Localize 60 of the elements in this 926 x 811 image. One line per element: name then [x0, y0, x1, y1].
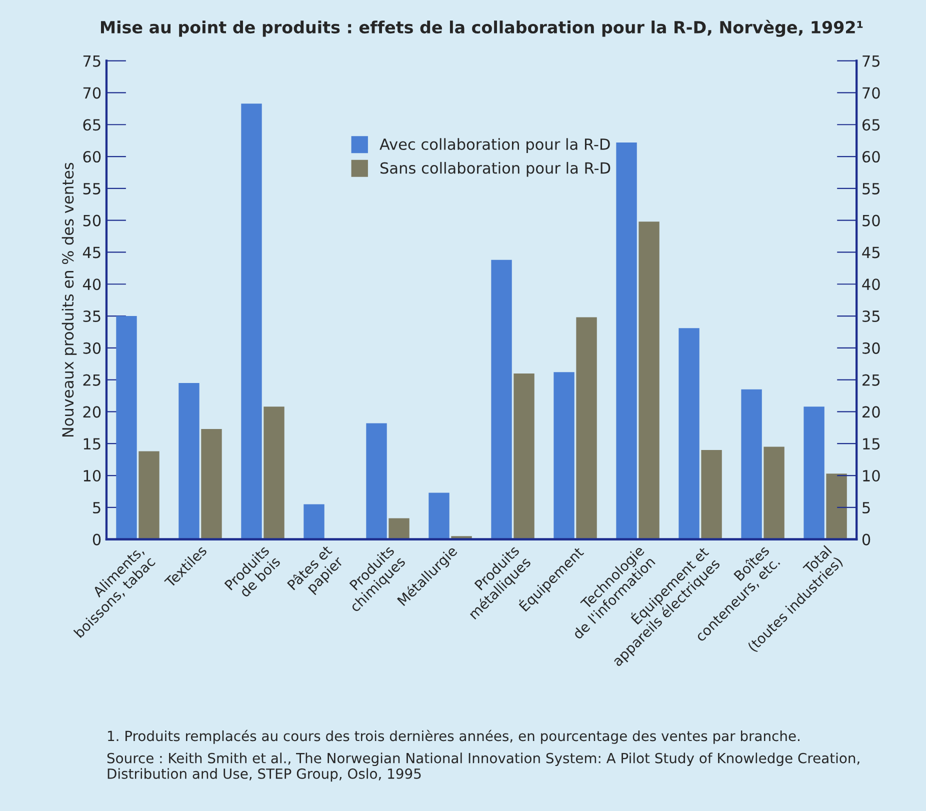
source-note: Source : Keith Smith et al., The Norwegian National Innovation System: A Pilot Study of Knowledge Creation, Distribution and Use, STEP Group, Oslo, 1995 — [107, 752, 860, 782]
bar — [638, 222, 660, 540]
bar — [576, 317, 597, 540]
bar — [804, 406, 824, 540]
bar — [428, 492, 450, 540]
y-tick-label: 40 — [82, 278, 101, 290]
bar — [138, 451, 160, 540]
bar — [826, 474, 847, 540]
bar — [388, 518, 410, 540]
y-tick-label: 65 — [83, 119, 100, 131]
bar — [741, 389, 762, 540]
y-tick-label: 70 — [83, 87, 101, 99]
y2-tick-label: 0 — [862, 534, 870, 546]
bar — [116, 316, 137, 540]
y2-tick-label: 15 — [863, 438, 880, 450]
y2-tick-label: 70 — [862, 87, 880, 99]
y2-tick-label: 45 — [862, 246, 880, 258]
y2-tick-label: 40 — [862, 278, 880, 290]
y2-tick-label: 60 — [862, 150, 880, 163]
bar — [701, 450, 722, 540]
y-tick-label: 0 — [92, 534, 101, 546]
bar — [241, 104, 262, 540]
y2-tick-label: 30 — [862, 342, 880, 354]
y-tick-label: 20 — [83, 406, 101, 418]
y2-tick-label: 50 — [862, 214, 880, 226]
bar — [616, 142, 637, 540]
y2-tick-label: 65 — [862, 119, 880, 131]
y-tick-label: 50 — [83, 214, 101, 226]
y2-tick-label: 55 — [862, 183, 880, 194]
y-tick-label: 10 — [84, 470, 101, 482]
legend-label: Avec collaboration pour la R-D — [380, 138, 610, 153]
y-tick-label: 35 — [83, 310, 100, 322]
y2-tick-label: 35 — [862, 310, 880, 322]
bar — [764, 446, 784, 540]
y-tick-label: 60 — [83, 150, 101, 163]
y-tick-label: 30 — [83, 342, 101, 354]
y-tick-label: 5 — [93, 502, 100, 514]
y2-tick-label: 5 — [862, 502, 870, 514]
y-tick-label: 75 — [83, 55, 100, 67]
legend-label: Sans collaboration pour la R-D — [380, 162, 610, 177]
y2-tick-label: 75 — [862, 55, 880, 67]
bar — [304, 504, 324, 540]
bar — [201, 428, 222, 540]
y-tick-label: 55 — [83, 183, 100, 194]
bar — [491, 260, 512, 540]
bar — [264, 406, 284, 540]
bar — [554, 372, 574, 540]
bar — [178, 383, 200, 540]
text: 1. Produits remplacés au cours des trois dernières années, en pourcentage des ventes par branche. — [108, 730, 800, 744]
bar — [678, 328, 700, 540]
y2-tick-label: 25 — [862, 374, 880, 386]
bar — [514, 373, 534, 540]
y2-tick-label: 10 — [863, 470, 880, 482]
y-tick-label: 25 — [83, 374, 100, 386]
y-axis-title: Nouveaux produits en % des ventes — [62, 162, 77, 437]
chart-title: Mise au point de produits : effets de la collaboration pour la R-D, Norvège, 1992¹ — [101, 20, 863, 37]
bar — [366, 423, 387, 540]
y2-tick-label: 20 — [862, 406, 880, 418]
y-tick-label: 15 — [84, 438, 100, 450]
y-tick-label: 45 — [82, 246, 100, 258]
